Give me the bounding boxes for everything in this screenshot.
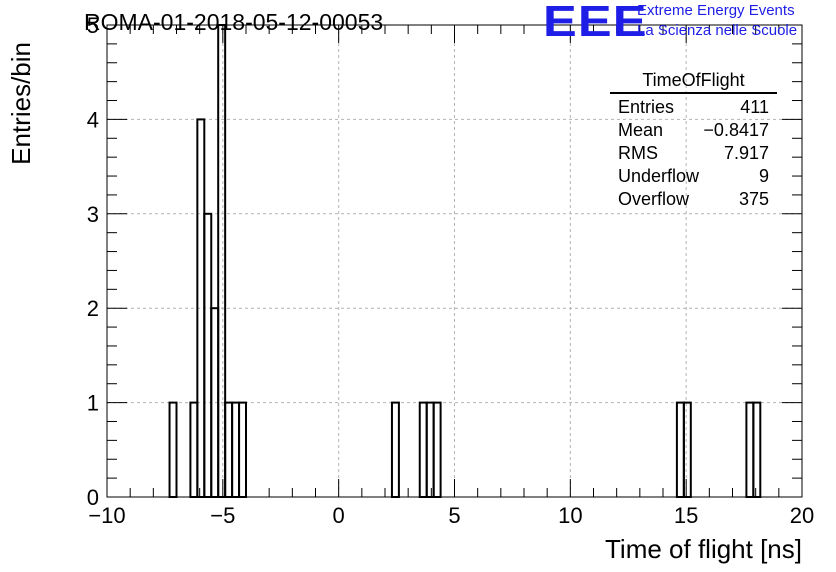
stats-row: Mean −0.8417 bbox=[610, 119, 777, 142]
eee-logo-mark: EEE bbox=[543, 0, 648, 46]
stats-label: Mean bbox=[618, 120, 664, 140]
histogram-bar bbox=[168, 401, 178, 499]
y-tick-label: 5 bbox=[87, 13, 99, 38]
stats-row: Overflow 375 bbox=[610, 188, 777, 211]
histogram-bar bbox=[432, 401, 442, 499]
logo-subtitle-2: La Scienza nelle Scuole bbox=[637, 22, 798, 39]
stats-value: −0.8417 bbox=[703, 120, 769, 140]
axes bbox=[106, 24, 803, 498]
stats-row: RMS 7.917 bbox=[610, 142, 777, 165]
histogram-bar bbox=[682, 401, 692, 499]
y-tick-label: 0 bbox=[87, 485, 99, 510]
stats-box: TimeOfFlight Entries 411 Mean −0.8417 RM… bbox=[610, 70, 777, 211]
stats-label: Overflow bbox=[618, 189, 690, 209]
run-title: ROMA-01-2018-05-12-00053 bbox=[84, 9, 384, 35]
stats-label: Entries bbox=[618, 97, 675, 117]
x-tick-label: 10 bbox=[558, 503, 582, 528]
x-tick-label: 5 bbox=[448, 503, 460, 528]
y-tick-label: 3 bbox=[87, 202, 99, 227]
logo-subtitle-1: Extreme Energy Events bbox=[637, 2, 795, 19]
stats-value: 9 bbox=[758, 166, 769, 186]
y-tick-label: 1 bbox=[87, 391, 99, 416]
x-tick-label: −10 bbox=[88, 503, 125, 528]
histogram-bar bbox=[238, 401, 248, 499]
stats-title: TimeOfFlight bbox=[610, 70, 777, 94]
stats-label: Underflow bbox=[618, 166, 700, 186]
stats-row: Underflow 9 bbox=[610, 165, 777, 188]
histogram-bar bbox=[390, 401, 400, 499]
histogram-bar bbox=[189, 401, 199, 499]
stats-label: RMS bbox=[618, 143, 658, 163]
y-tick-label: 2 bbox=[87, 296, 99, 321]
y-tick-label: 4 bbox=[87, 107, 99, 132]
stats-value: 411 bbox=[740, 97, 769, 117]
x-tick-label: −5 bbox=[210, 503, 235, 528]
tick-labels: −10 −5 0 5 10 15 20 0 1 2 3 4 5 bbox=[87, 13, 814, 528]
x-tick-label: 15 bbox=[674, 503, 698, 528]
histogram-bar bbox=[231, 401, 241, 499]
histogram-bar bbox=[425, 401, 435, 499]
histogram-bar bbox=[752, 401, 762, 499]
x-tick-label: 0 bbox=[333, 503, 345, 528]
y-axis-label: Entries/bin bbox=[6, 42, 36, 165]
histogram-bar bbox=[224, 401, 234, 499]
x-tick-label: 20 bbox=[790, 503, 814, 528]
stats-value: 7.917 bbox=[723, 143, 769, 163]
histogram-bar bbox=[745, 401, 755, 499]
histogram-bar bbox=[675, 401, 685, 499]
histogram-bar bbox=[203, 212, 213, 499]
stats-value: 375 bbox=[738, 189, 769, 209]
histogram-bar bbox=[217, 24, 227, 498]
x-axis-label: Time of flight [ns] bbox=[605, 534, 802, 564]
histogram-bar bbox=[418, 401, 428, 499]
stats-row: Entries 411 bbox=[610, 96, 777, 119]
